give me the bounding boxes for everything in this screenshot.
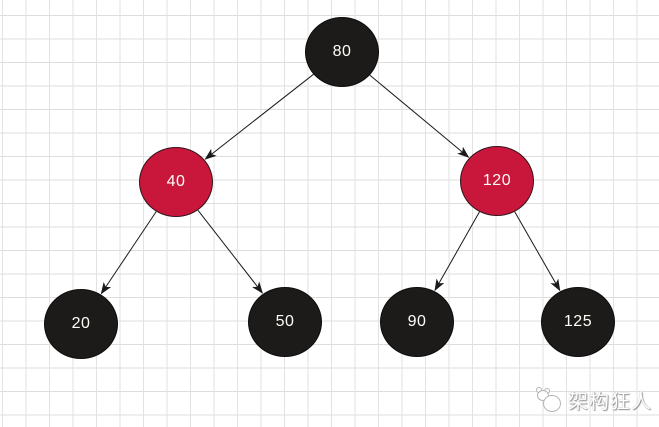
tree-node-label: 20 [71,315,91,332]
watermark: 架构狂人 [536,385,652,414]
tree-node-20: 20 [44,289,118,359]
panda-mascot-icon [536,386,562,413]
tree-node-label: 120 [482,172,512,189]
tree-edge-120-90 [434,211,480,292]
tree-edge-40-20 [100,211,157,295]
tree-node-120: 120 [460,146,534,216]
tree-edge-80-40 [204,73,314,160]
tree-edge-40-50 [197,209,264,294]
tree-node-label: 90 [407,313,427,330]
tree-node-40: 40 [139,147,213,217]
tree-node-label: 80 [332,43,352,60]
tree-edge-120-125 [514,211,561,292]
tree-edge-80-120 [369,74,470,158]
tree-node-125: 125 [541,287,615,357]
tree-node-50: 50 [248,287,322,357]
tree-node-label: 125 [563,313,593,330]
tree-node-90: 90 [380,287,454,357]
tree-node-80: 80 [305,17,379,87]
tree-node-label: 50 [275,313,295,330]
tree-node-label: 40 [166,173,186,190]
watermark-text: 架构狂人 [568,391,652,413]
